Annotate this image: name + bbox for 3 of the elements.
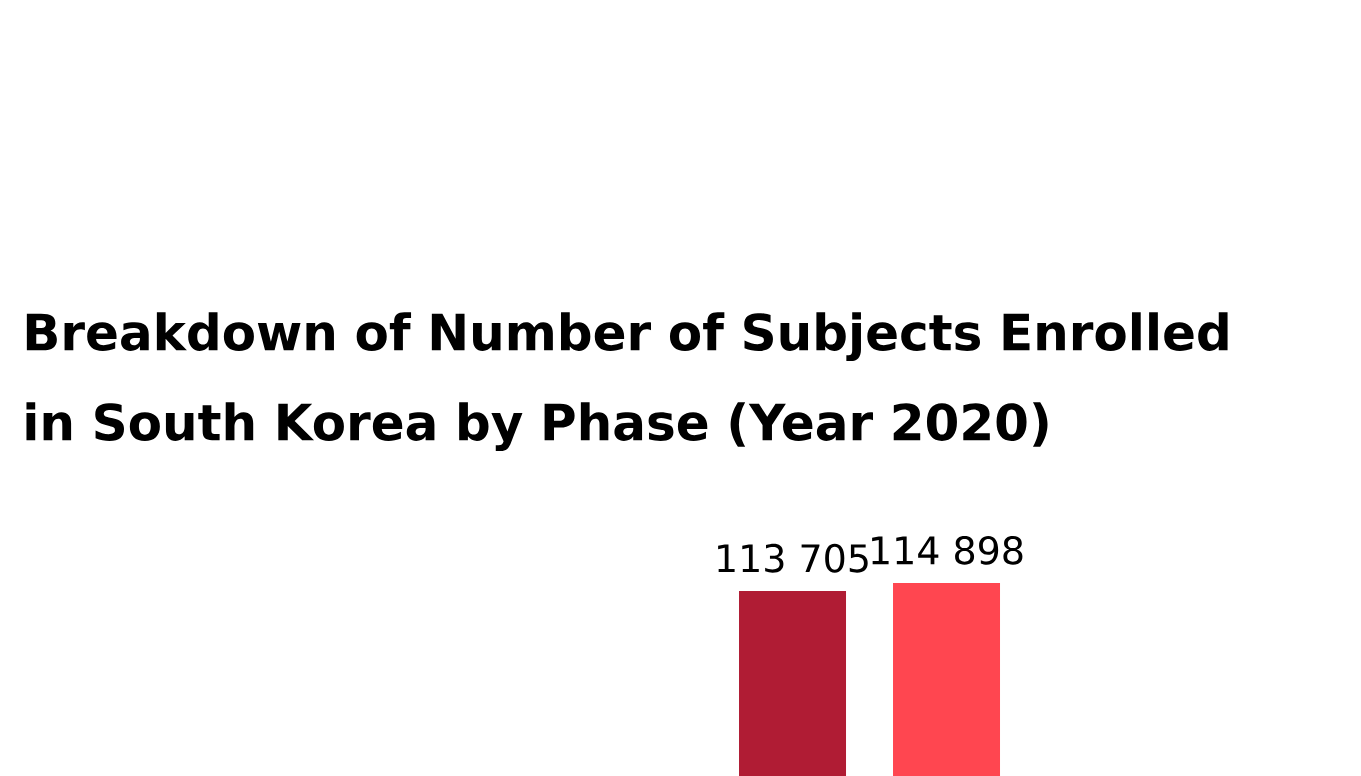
data-label: 113 705 <box>718 543 868 573</box>
data-label: 114 898 <box>872 535 1023 565</box>
chart-title: Breakdown of Number of Subjects Enrolled in South Korea by Phase (Year 2020) <box>26 312 1228 452</box>
